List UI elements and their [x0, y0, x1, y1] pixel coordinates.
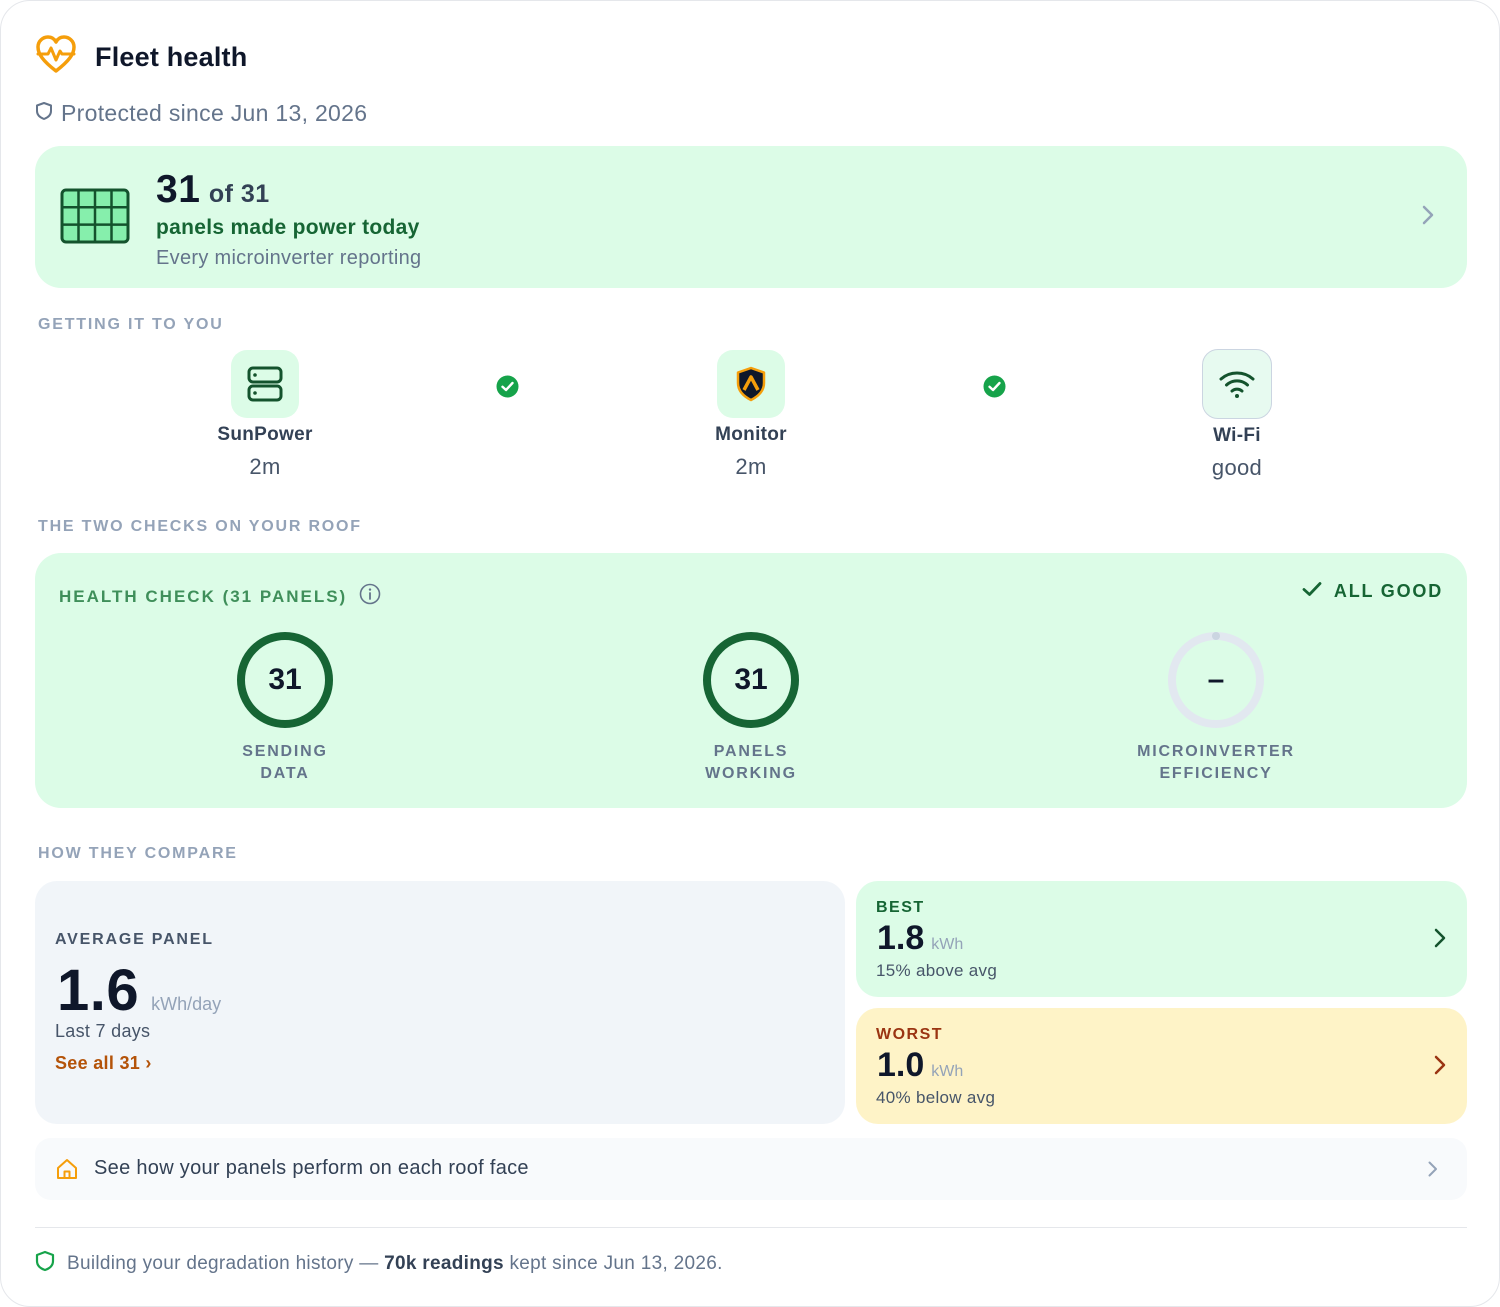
pipeline-node-wifi: Wi-Fi good: [1157, 349, 1317, 481]
average-unit: kWh/day: [151, 994, 222, 1014]
section-label-compare: HOW THEY COMPARE: [38, 845, 238, 862]
section-label-getting-it: GETTING IT TO YOU: [38, 316, 224, 333]
best-panel-card[interactable]: BEST 1.8 kWh 15% above avg: [856, 881, 1467, 997]
gauge-value: 31: [268, 663, 302, 696]
gauge-label-line2: EFFICIENCY: [1159, 765, 1273, 782]
average-label: AVERAGE PANEL: [55, 931, 214, 948]
best-value: 1.8: [877, 919, 925, 957]
gauge-panels-working: 31 PANELS WORKING: [651, 630, 851, 785]
section-label-two-checks: THE TWO CHECKS ON YOUR ROOF: [38, 518, 362, 535]
gauge-empty-marker: [1212, 632, 1220, 640]
chevron-right-icon: [1421, 204, 1435, 231]
gauge-label-line1: SENDING: [242, 743, 328, 760]
footer-text: Building your degradation history — 70k …: [67, 1253, 723, 1275]
best-unit: kWh: [931, 936, 964, 953]
check-circle-icon: [983, 375, 1006, 403]
shield-icon: [35, 1250, 55, 1277]
panels-producing-count: 31: [156, 168, 201, 211]
hero-headline: panels made power today: [156, 216, 420, 239]
solar-panel-icon: [60, 188, 130, 249]
footer-readings: 70k readings: [384, 1252, 504, 1274]
gauge-ring: [1168, 632, 1264, 728]
heart-pulse-icon: [35, 35, 77, 80]
worst-unit: kWh: [931, 1063, 964, 1080]
see-all-link[interactable]: See all 31 ›: [55, 1053, 152, 1073]
shield-logo-icon: [717, 350, 785, 418]
pipeline-node-sunpower: SunPower 2m: [185, 350, 345, 480]
gauge-arc: [237, 632, 333, 728]
gauge-microinverter-efficiency: – MICROINVERTER EFFICIENCY: [1116, 630, 1316, 785]
gauge-label-line2: WORKING: [705, 765, 797, 782]
pipeline-node-value: 2m: [735, 454, 767, 479]
worst-panel-card[interactable]: WORST 1.0 kWh 40% below avg: [856, 1008, 1467, 1124]
gauge-arc: [703, 632, 799, 728]
pipeline-node-name: Monitor: [715, 424, 787, 445]
hero-detail: Every microinverter reporting: [156, 247, 422, 269]
gauge-ring: [237, 632, 333, 728]
footer-suffix: kept since Jun 13, 2026.: [509, 1252, 723, 1274]
footer-prefix: Building your degradation history —: [67, 1252, 379, 1274]
server-icon: [231, 350, 299, 418]
status-badge: ALL GOOD: [1302, 581, 1443, 602]
home-icon: [55, 1157, 79, 1186]
roof-face-link[interactable]: See how your panels perform on each roof…: [35, 1138, 1467, 1200]
gauge-label-line1: MICROINVERTER: [1137, 743, 1295, 760]
average-period: Last 7 days: [55, 1021, 151, 1041]
protected-since-text: Protected since Jun 13, 2026: [61, 100, 368, 126]
shield-icon: [35, 101, 53, 126]
page-title: Fleet health: [95, 42, 248, 72]
best-note: 15% above avg: [876, 961, 998, 980]
status-label: ALL GOOD: [1333, 581, 1443, 601]
gauge-sending-data: 31 SENDING DATA: [185, 630, 385, 785]
average-value: 1.6: [57, 958, 140, 1023]
divider: [35, 1227, 1467, 1228]
wifi-icon: [1202, 349, 1272, 419]
roof-face-text: See how your panels perform on each roof…: [94, 1157, 529, 1179]
pipeline-node-name: SunPower: [217, 424, 313, 445]
gauge-value: 31: [734, 663, 768, 696]
worst-label: WORST: [876, 1026, 944, 1043]
best-label: BEST: [876, 899, 925, 916]
pipeline-node-name: Wi-Fi: [1213, 425, 1261, 446]
panels-total: of 31: [208, 180, 270, 208]
chevron-right-icon: [1433, 927, 1447, 954]
checkmark-icon: [1302, 581, 1322, 602]
gauge-label-line1: PANELS: [713, 743, 789, 760]
check-circle-icon: [496, 375, 519, 403]
header: Fleet health Protected since Jun 13, 202…: [35, 35, 367, 127]
pipeline-node-value: 2m: [249, 454, 281, 479]
chevron-right-icon: [1427, 1160, 1439, 1183]
gauge-label-line2: DATA: [260, 765, 310, 782]
gauge-ring: [703, 632, 799, 728]
worst-note: 40% below avg: [876, 1088, 996, 1107]
panels-summary-card[interactable]: 31 of 31 panels made power today Every m…: [35, 146, 1467, 288]
health-check-card: HEALTH CHECK (31 PANELS) ALL GOOD 31 SEN…: [35, 553, 1467, 808]
pipeline-node-monitor: Monitor 2m: [671, 350, 831, 480]
gauge-value: –: [1207, 663, 1225, 696]
info-icon[interactable]: [359, 583, 381, 610]
chevron-right-icon: [1433, 1054, 1447, 1081]
footer: Building your degradation history — 70k …: [35, 1250, 723, 1277]
pipeline-node-value: good: [1211, 455, 1263, 480]
average-panel-card: AVERAGE PANEL 1.6 kWh/day Last 7 days Se…: [35, 881, 845, 1124]
health-check-title: HEALTH CHECK (31 PANELS): [59, 586, 348, 606]
worst-value: 1.0: [877, 1046, 925, 1084]
